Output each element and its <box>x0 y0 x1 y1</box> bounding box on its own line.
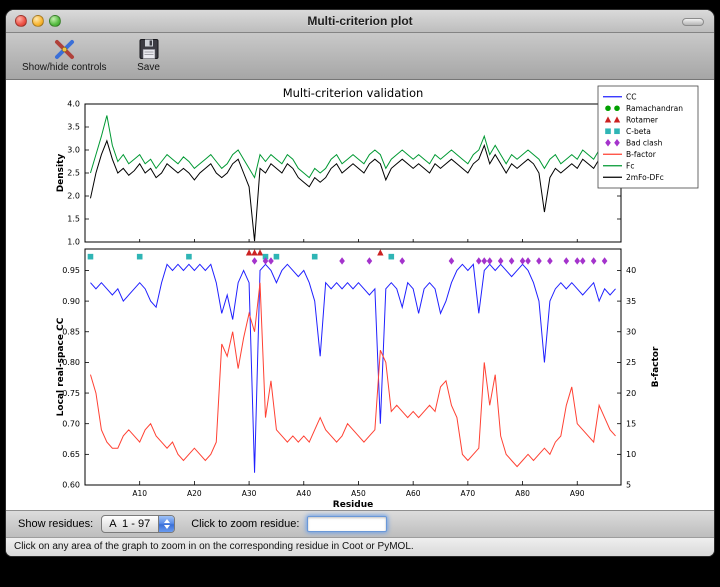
svg-text:35: 35 <box>626 297 636 306</box>
svg-text:0.95: 0.95 <box>62 266 80 275</box>
svg-text:A20: A20 <box>187 489 202 498</box>
svg-text:2.0: 2.0 <box>67 192 80 201</box>
svg-text:A10: A10 <box>132 489 147 498</box>
floppy-disk-icon <box>139 39 158 59</box>
svg-text:A80: A80 <box>515 489 530 498</box>
svg-text:Fc: Fc <box>626 161 634 170</box>
svg-text:Multi-criterion validation: Multi-criterion validation <box>283 86 424 100</box>
figure-svg[interactable]: Multi-criterion validation 4.0 3.5 3.0 2.5 2.… <box>6 80 714 510</box>
app-window: Multi-criterion plot Show/hide controls … <box>6 10 714 556</box>
legend: CC Ramachandran Rotamer C-beta Bad clash B-fa… <box>597 85 699 189</box>
svg-text:2.5: 2.5 <box>67 169 80 178</box>
svg-text:A90: A90 <box>570 489 585 498</box>
svg-text:Rotamer: Rotamer <box>626 115 659 124</box>
svg-text:C-beta: C-beta <box>626 127 651 136</box>
svg-text:0.85: 0.85 <box>62 327 80 336</box>
svg-text:25: 25 <box>626 358 636 367</box>
svg-text:4.0: 4.0 <box>67 100 80 109</box>
status-text: Click on any area of the graph to zoom i… <box>14 541 414 552</box>
combo-stepper-icon <box>158 516 175 532</box>
svg-text:1.0: 1.0 <box>67 238 80 247</box>
toolbar: Show/hide controls Save <box>6 33 714 80</box>
svg-text:3.0: 3.0 <box>67 146 80 155</box>
svg-text:0.65: 0.65 <box>62 450 80 459</box>
svg-text:0.90: 0.90 <box>62 297 80 306</box>
toolbar-button-label: Save <box>137 62 160 73</box>
svg-text:0.60: 0.60 <box>62 481 80 490</box>
window-title: Multi-criterion plot <box>307 14 413 28</box>
svg-text:B-factor: B-factor <box>651 346 661 387</box>
svg-text:0.80: 0.80 <box>62 358 80 367</box>
svg-text:2mFo-DFc: 2mFo-DFc <box>626 173 664 182</box>
arrow-down-icon <box>163 525 170 529</box>
window-buttons <box>15 15 61 27</box>
svg-text:Bad clash: Bad clash <box>626 138 663 147</box>
svg-text:Residue: Residue <box>333 500 373 510</box>
zoom-residue-input[interactable] <box>307 516 388 532</box>
minimize-button[interactable] <box>32 15 44 27</box>
residue-range-value: A 1 - 97 <box>109 518 151 530</box>
residue-range-select[interactable]: A 1 - 97 <box>101 515 176 533</box>
svg-text:5: 5 <box>626 481 631 490</box>
svg-text:1.5: 1.5 <box>67 215 80 224</box>
svg-text:Density: Density <box>56 154 66 193</box>
show-residues-label: Show residues: <box>18 518 94 530</box>
show-hide-controls-button[interactable]: Show/hide controls <box>22 37 107 73</box>
toolbar-button-label: Show/hide controls <box>22 62 107 73</box>
svg-text:A60: A60 <box>406 489 421 498</box>
save-button[interactable]: Save <box>137 37 161 73</box>
svg-text:40: 40 <box>626 266 636 275</box>
title-bar[interactable]: Multi-criterion plot <box>6 10 714 33</box>
svg-text:Ramachandran: Ramachandran <box>626 104 683 113</box>
toolbar-toggle-button[interactable] <box>682 18 704 26</box>
svg-text:Local real-space CC: Local real-space CC <box>56 317 66 416</box>
cc-bfactor-plot: 0.95 0.90 0.85 0.80 0.75 0.70 0.65 0.60 40 35 30 25… <box>56 248 661 510</box>
svg-text:A50: A50 <box>351 489 366 498</box>
status-bar: Click on any area of the graph to zoom i… <box>6 537 714 556</box>
svg-text:A70: A70 <box>461 489 476 498</box>
svg-text:0.75: 0.75 <box>62 389 80 398</box>
svg-text:CC: CC <box>626 92 636 101</box>
svg-text:20: 20 <box>626 389 636 398</box>
svg-text:A40: A40 <box>296 489 311 498</box>
plot-area[interactable]: Multi-criterion validation 4.0 3.5 3.0 2.5 2.… <box>6 80 714 510</box>
density-plot: 4.0 3.5 3.0 2.5 2.0 1.5 1.0 Density <box>56 100 622 247</box>
svg-text:15: 15 <box>626 419 636 428</box>
arrow-up-icon <box>163 519 170 523</box>
zoom-residue-label: Click to zoom residue: <box>191 518 300 530</box>
svg-text:0.70: 0.70 <box>62 419 80 428</box>
close-button[interactable] <box>15 15 27 27</box>
zoom-button[interactable] <box>49 15 61 27</box>
svg-text:A30: A30 <box>242 489 257 498</box>
svg-text:10: 10 <box>626 450 636 459</box>
svg-text:30: 30 <box>626 327 636 336</box>
controls-bar: Show residues: A 1 - 97 Click to zoom re… <box>6 510 714 537</box>
svg-text:B-factor: B-factor <box>626 150 657 159</box>
svg-text:3.5: 3.5 <box>67 123 80 132</box>
crossed-tools-icon <box>55 40 75 59</box>
